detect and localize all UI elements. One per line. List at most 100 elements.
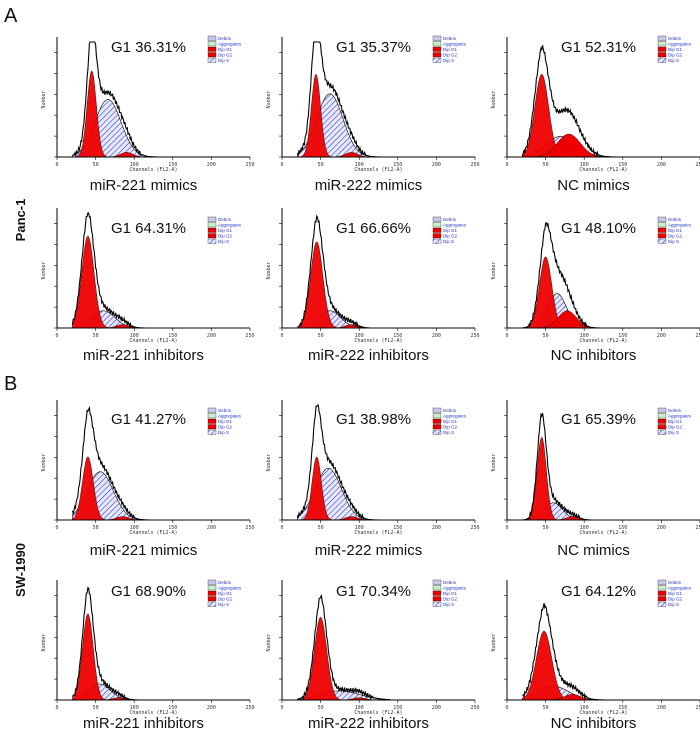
g1-percentage-label: G1 65.39% bbox=[561, 411, 636, 428]
legend-label: Debris bbox=[218, 580, 232, 585]
legend-label: Dip S bbox=[668, 239, 679, 244]
x-tick-label: 250 bbox=[245, 333, 254, 339]
section-a-label: A bbox=[4, 5, 18, 27]
legend-label: Dip S bbox=[668, 58, 679, 63]
x-tick-label: 200 bbox=[432, 162, 441, 168]
g1-percentage-label: G1 66.66% bbox=[336, 220, 411, 237]
condition-label: miR-222 inhibitors bbox=[308, 715, 429, 732]
legend-label: Debris bbox=[668, 36, 682, 41]
x-axis-label: Channels (FL2-A) bbox=[354, 710, 402, 716]
condition-label: NC inhibitors bbox=[551, 715, 637, 732]
legend-swatch bbox=[657, 424, 667, 430]
x-tick-label: 0 bbox=[55, 705, 58, 711]
legend-label: Debris bbox=[668, 217, 682, 222]
legend-label: Dip G2 bbox=[443, 597, 458, 602]
x-tick-label: 250 bbox=[695, 162, 700, 168]
legend-label: Dip S bbox=[218, 602, 229, 607]
histogram-panel: 0 50 100 150 200 250 Channels (FL2-A) Number G1 … bbox=[491, 579, 700, 732]
legend-label: Dip G1 bbox=[218, 591, 233, 596]
x-tick-label: 150 bbox=[393, 162, 402, 168]
legend-swatch bbox=[432, 216, 442, 222]
legend-swatch bbox=[432, 429, 442, 435]
legend-label: Dip G1 bbox=[668, 228, 683, 233]
y-axis-label: Number bbox=[491, 633, 497, 651]
condition-label: NC mimics bbox=[557, 542, 630, 559]
legend-label: Dip G2 bbox=[218, 53, 233, 58]
condition-label: miR-222 mimics bbox=[315, 177, 423, 194]
legend-swatch bbox=[207, 222, 217, 228]
legend-swatch bbox=[432, 57, 442, 63]
x-tick-label: 50 bbox=[318, 333, 324, 339]
histogram-panel: 0 50 100 150 200 250 Channels (FL2-A) Number G1 … bbox=[491, 400, 700, 559]
legend-label: Debris bbox=[443, 217, 457, 222]
legend-label: Dip G2 bbox=[668, 425, 683, 430]
legend-label: Dip G1 bbox=[668, 419, 683, 424]
legend-label: Debris bbox=[443, 580, 457, 585]
legend-swatch bbox=[657, 227, 667, 233]
x-axis-label: Channels (FL2-A) bbox=[579, 710, 627, 716]
legend-swatch bbox=[657, 216, 667, 222]
x-tick-label: 200 bbox=[657, 333, 666, 339]
g1-percentage-label: G1 36.31% bbox=[111, 39, 186, 56]
legend-label: Dip S bbox=[218, 430, 229, 435]
x-tick-label: 100 bbox=[130, 162, 139, 168]
legend-swatch bbox=[207, 46, 217, 52]
x-tick-label: 100 bbox=[580, 705, 589, 711]
legend-label: Aggregates bbox=[668, 42, 692, 47]
histogram-panel: 0 50 100 150 200 250 Channels (FL2-A) Number G1 … bbox=[266, 579, 480, 732]
x-axis-label: Channels (FL2-A) bbox=[129, 710, 177, 716]
x-axis-label: Channels (FL2-A) bbox=[354, 338, 402, 344]
condition-label: miR-221 mimics bbox=[90, 177, 198, 194]
legend-swatch bbox=[207, 418, 217, 424]
dip-g1-area bbox=[72, 613, 166, 701]
x-tick-label: 100 bbox=[355, 162, 364, 168]
cell-line-label-sw1990: SW-1990 bbox=[13, 543, 28, 597]
condition-label: miR-222 mimics bbox=[315, 542, 423, 559]
legend-swatch bbox=[432, 590, 442, 596]
x-axis-label: Channels (FL2-A) bbox=[354, 167, 402, 173]
legend-swatch bbox=[657, 418, 667, 424]
x-tick-label: 100 bbox=[580, 333, 589, 339]
legend-swatch bbox=[432, 41, 442, 47]
legend-label: Dip G2 bbox=[668, 53, 683, 58]
dip-g1-area bbox=[297, 616, 391, 701]
legend-label: Dip S bbox=[443, 58, 454, 63]
y-axis-label: Number bbox=[266, 261, 272, 279]
x-tick-label: 0 bbox=[55, 333, 58, 339]
legend-swatch bbox=[207, 41, 217, 47]
legend-label: Dip S bbox=[443, 239, 454, 244]
legend-swatch bbox=[657, 238, 667, 244]
x-tick-label: 250 bbox=[470, 525, 479, 531]
dip-g1-area bbox=[72, 235, 166, 329]
legend-label: Aggregates bbox=[218, 223, 242, 228]
histogram-panel: 0 50 100 150 200 250 Channels (FL2-A) Number G1 … bbox=[41, 579, 255, 732]
y-axis-label: Number bbox=[41, 261, 47, 279]
y-axis-label: Number bbox=[266, 633, 272, 651]
legend-swatch bbox=[207, 596, 217, 602]
x-tick-label: 150 bbox=[168, 162, 177, 168]
legend-swatch bbox=[657, 590, 667, 596]
x-axis-label: Channels (FL2-A) bbox=[129, 338, 177, 344]
x-tick-label: 250 bbox=[695, 525, 700, 531]
legend-label: Debris bbox=[218, 36, 232, 41]
x-tick-label: 200 bbox=[207, 162, 216, 168]
cell-line-label-panc1: Panc-1 bbox=[13, 199, 28, 242]
legend-swatch bbox=[657, 413, 667, 419]
legend-label: Dip S bbox=[218, 58, 229, 63]
y-axis-label: Number bbox=[41, 633, 47, 651]
legend-label: Dip G2 bbox=[443, 53, 458, 58]
x-tick-label: 50 bbox=[543, 525, 549, 531]
legend-label: Dip G2 bbox=[218, 425, 233, 430]
legend-label: Dip G1 bbox=[218, 419, 233, 424]
x-tick-label: 200 bbox=[432, 333, 441, 339]
legend-swatch bbox=[657, 222, 667, 228]
legend-label: Dip S bbox=[668, 430, 679, 435]
legend-label: Aggregates bbox=[668, 414, 692, 419]
legend-swatch bbox=[432, 46, 442, 52]
x-tick-label: 0 bbox=[280, 525, 283, 531]
x-tick-label: 100 bbox=[130, 525, 139, 531]
